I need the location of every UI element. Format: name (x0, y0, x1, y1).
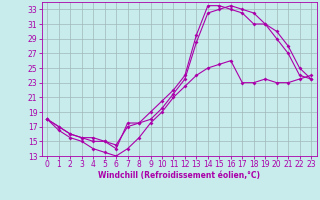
X-axis label: Windchill (Refroidissement éolien,°C): Windchill (Refroidissement éolien,°C) (98, 171, 260, 180)
